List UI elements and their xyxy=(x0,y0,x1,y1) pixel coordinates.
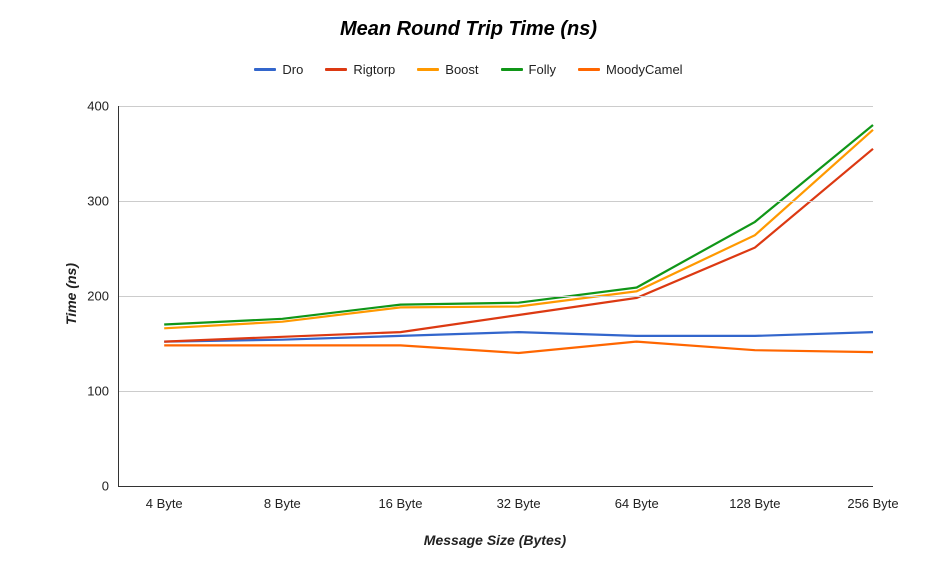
x-tick-label: 128 Byte xyxy=(729,486,780,511)
x-tick-label: 16 Byte xyxy=(378,486,422,511)
x-tick-label: 8 Byte xyxy=(264,486,301,511)
legend-swatch xyxy=(254,68,276,71)
x-tick-label: 4 Byte xyxy=(146,486,183,511)
gridline xyxy=(119,296,873,297)
legend-swatch xyxy=(578,68,600,71)
legend-label: Boost xyxy=(445,62,478,77)
plot-area-wrap: 01002003004004 Byte8 Byte16 Byte32 Byte6… xyxy=(118,106,873,487)
legend-item: Dro xyxy=(254,62,303,77)
legend-item: Boost xyxy=(417,62,478,77)
series-line xyxy=(164,130,873,328)
gridline xyxy=(119,391,873,392)
legend-label: Dro xyxy=(282,62,303,77)
x-tick-label: 256 Byte xyxy=(847,486,898,511)
legend-item: Rigtorp xyxy=(325,62,395,77)
y-tick-label: 200 xyxy=(87,289,119,304)
x-axis-label: Message Size (Bytes) xyxy=(118,532,872,548)
legend: Dro Rigtorp Boost Folly MoodyCamel xyxy=(0,62,937,77)
series-line xyxy=(164,149,873,342)
y-tick-label: 100 xyxy=(87,384,119,399)
x-tick-label: 64 Byte xyxy=(615,486,659,511)
plot-area: 01002003004004 Byte8 Byte16 Byte32 Byte6… xyxy=(118,106,873,487)
legend-item: MoodyCamel xyxy=(578,62,683,77)
chart-title: Mean Round Trip Time (ns) xyxy=(0,18,937,41)
y-axis-label: Time (ns) xyxy=(63,263,79,325)
legend-label: Folly xyxy=(529,62,556,77)
y-tick-label: 400 xyxy=(87,99,119,114)
legend-swatch xyxy=(501,68,523,71)
gridline xyxy=(119,106,873,107)
y-tick-label: 300 xyxy=(87,194,119,209)
x-tick-label: 32 Byte xyxy=(497,486,541,511)
legend-label: MoodyCamel xyxy=(606,62,683,77)
legend-label: Rigtorp xyxy=(353,62,395,77)
y-tick-label: 0 xyxy=(102,479,119,494)
legend-swatch xyxy=(325,68,347,71)
legend-swatch xyxy=(417,68,439,71)
chart-container: Mean Round Trip Time (ns) Dro Rigtorp Boos… xyxy=(0,0,937,580)
legend-item: Folly xyxy=(501,62,556,77)
series-line xyxy=(164,342,873,353)
gridline xyxy=(119,201,873,202)
